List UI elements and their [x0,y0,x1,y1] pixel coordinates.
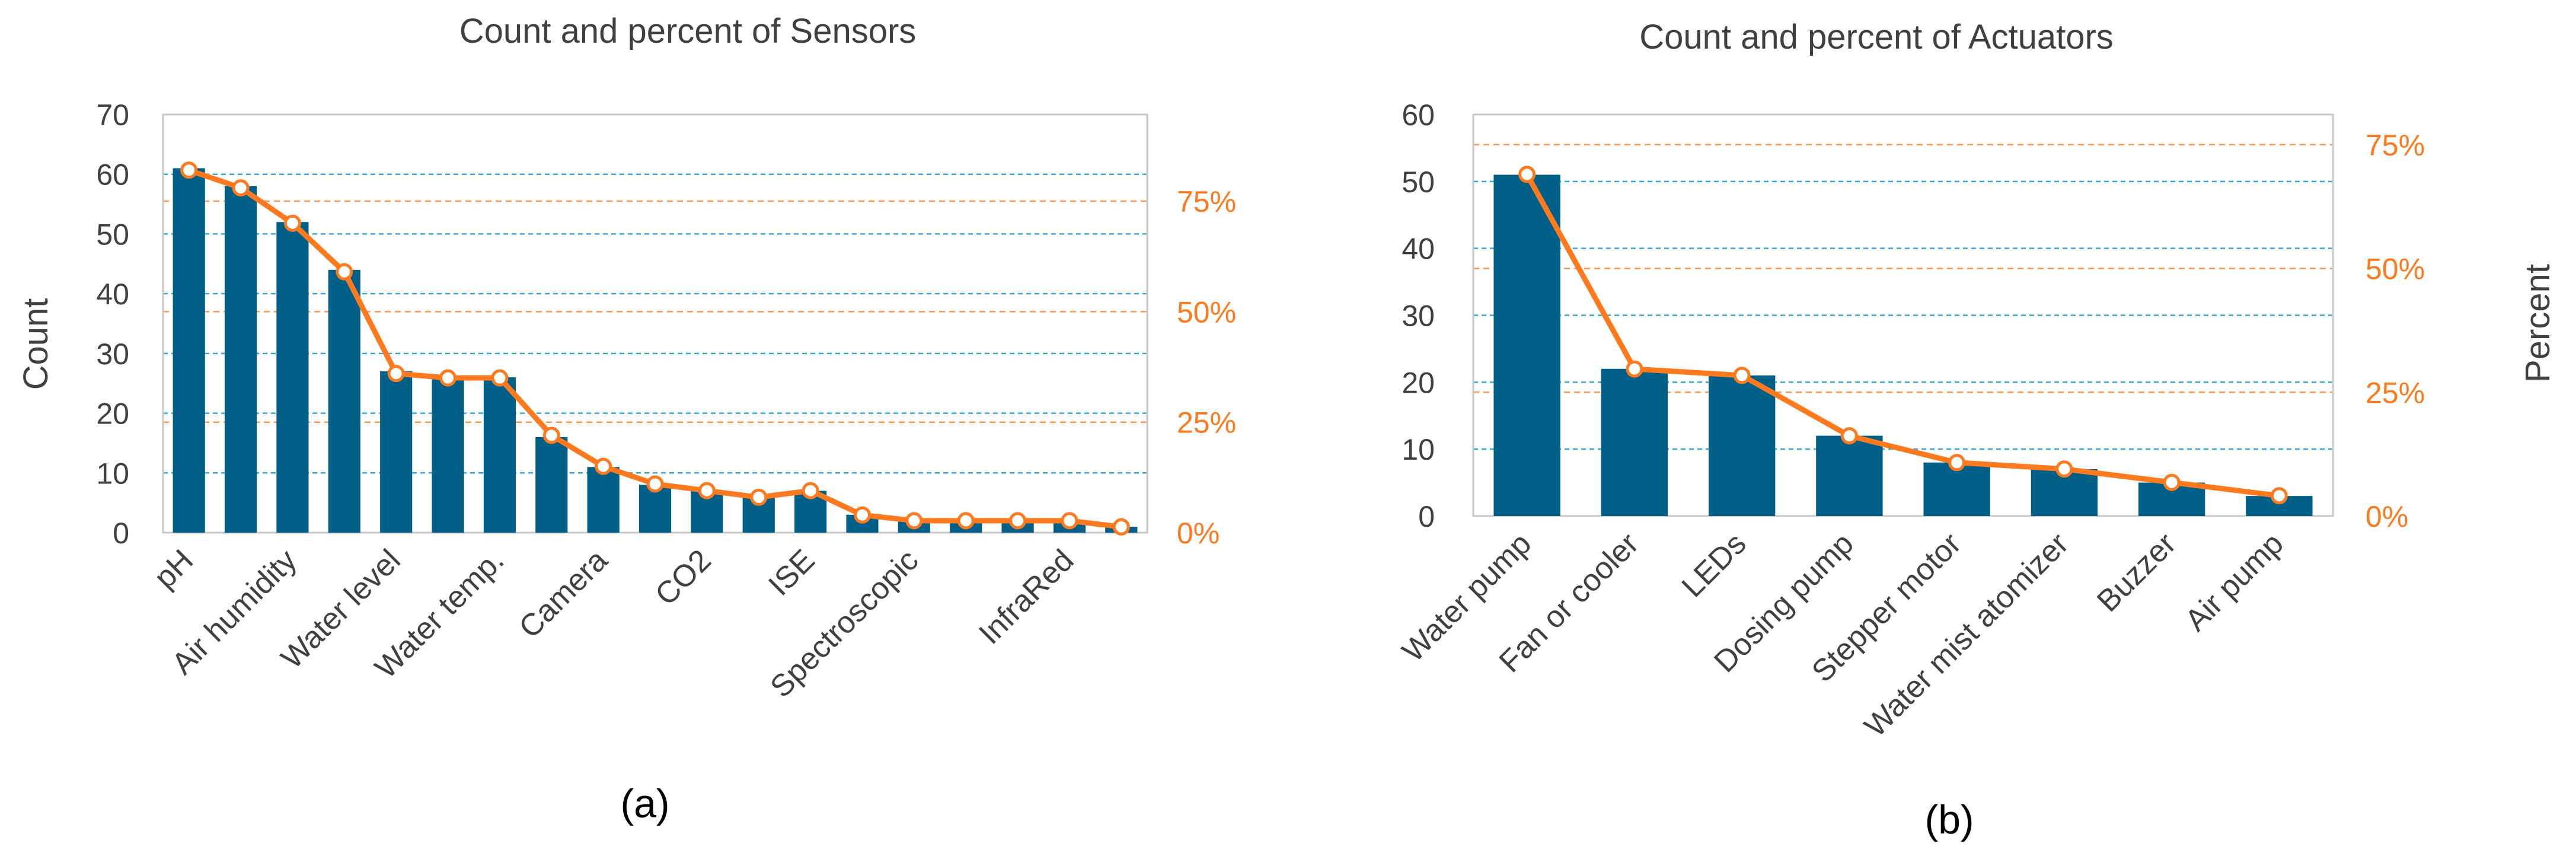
count-bar [276,222,309,533]
count-tick-label: 50 [96,218,129,251]
percent-point [750,488,768,506]
percent-point [2055,460,2073,478]
percent-tick-label: 25% [2366,376,2425,409]
sensors-chart: Count and percent of Sensors 0 10 20 30 40 50 6… [96,12,1236,704]
count-tick-label: 20 [96,397,129,431]
count-tick-label: 60 [96,158,129,192]
actuators-chart: Count and percent of Actuators 0 10 20 30 40 5… [1396,18,2425,744]
category-label: CO2 [649,543,718,612]
category-label: Buzzer [2090,526,2182,618]
count-bar [1601,368,1668,516]
count-tick-label: 30 [1402,300,1435,333]
count-bar [535,437,568,533]
count-tick-label: 20 [1402,366,1435,399]
panel-label-a: (a) [620,781,669,826]
percent-point [1518,165,1536,183]
percent-tick-label: 25% [1177,406,1236,440]
count-tick-label: 30 [96,338,129,371]
percent-point [905,512,923,530]
count-tick-label: 0 [1418,500,1435,533]
category-label: InfraRed [972,543,1080,651]
plot-frame [162,113,1148,534]
percent-point [2163,473,2181,491]
count-bar [380,371,413,533]
left-y-axis-label: Count [17,298,55,390]
percent-point [1009,512,1027,530]
count-tick-label: 60 [1402,98,1435,132]
category-label: LEDs [1675,526,1753,604]
percent-point [1840,427,1858,445]
count-bar [1816,435,1883,516]
plot-frame [1472,113,2334,517]
percent-point [283,214,301,232]
percent-point [1733,367,1751,384]
percent-point [1061,512,1078,530]
count-bar [224,186,257,533]
percent-point [2270,487,2288,505]
count-bar [587,467,620,533]
count-tick-label: 50 [1402,165,1435,199]
count-bar [328,269,360,533]
percent-point [180,161,198,179]
percent-point [336,263,353,281]
percent-point [646,475,664,493]
percent-point [491,369,509,387]
count-bar [1708,375,1776,516]
chart-title: Count and percent of Sensors [459,12,917,50]
percent-point [802,482,819,499]
category-label: ISE [762,543,821,602]
percent-point [1112,518,1130,536]
chart-title: Count and percent of Actuators [1639,18,2114,56]
percent-point [957,512,975,530]
percent-tick-label: 0% [1177,517,1220,550]
count-tick-label: 40 [96,278,129,311]
count-tick-label: 10 [1402,433,1435,466]
count-tick-label: 0 [113,517,129,550]
percent-tick-label: 50% [2366,253,2425,286]
percent-point [232,179,250,197]
count-tick-label: 70 [96,98,129,132]
percent-tick-label: 0% [2366,500,2408,533]
percent-tick-label: 75% [2366,129,2425,162]
count-bar [639,485,672,533]
percent-point [542,426,560,444]
category-label: Camera [512,543,614,645]
percent-point [853,506,871,524]
percent-point [595,457,612,475]
percent-tick-label: 50% [1177,295,1236,329]
count-tick-label: 10 [96,457,129,490]
count-tick-label: 40 [1402,233,1435,266]
category-label: pH [148,543,200,595]
right-y-axis-label: Percent [2518,264,2557,383]
percent-line [1524,171,2282,499]
category-label: Water mist atomizer [1858,526,2076,744]
percent-tick-label: 75% [1177,185,1236,218]
category-label: Air pump [2179,526,2290,638]
percent-point [439,369,457,387]
percent-point [1626,360,1643,378]
count-bar [173,168,205,533]
panel-label-b: (b) [1924,797,1974,842]
count-bar [1923,462,1990,516]
count-bar [1493,174,1560,516]
percent-point [698,482,716,499]
count-bar [432,377,464,533]
count-bar [483,377,516,533]
percent-point [1948,454,1966,472]
percent-point [387,365,405,383]
